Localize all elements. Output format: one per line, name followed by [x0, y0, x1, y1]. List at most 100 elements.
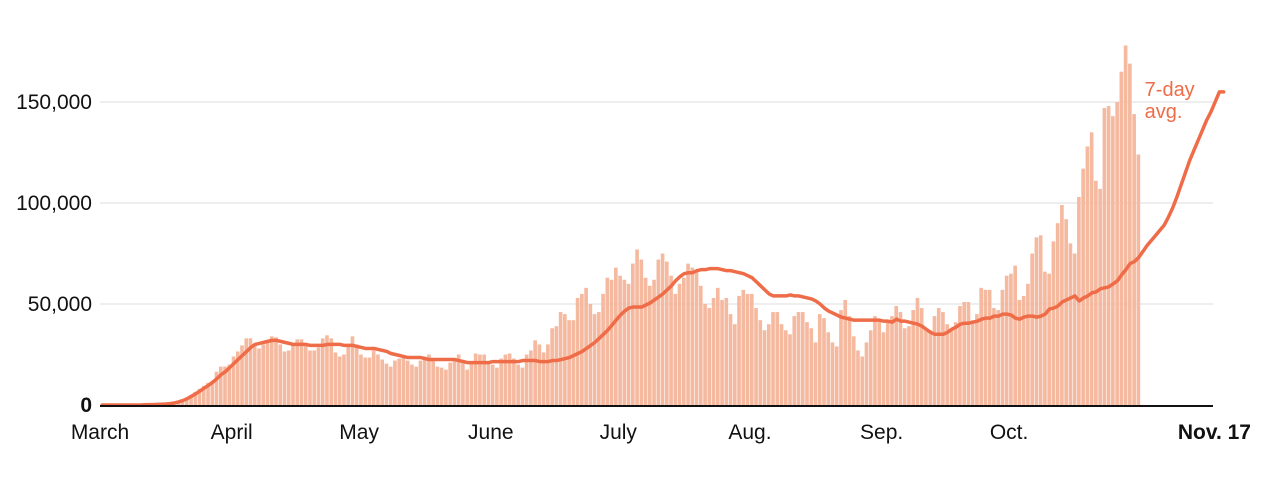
daily-bar — [677, 283, 682, 405]
daily-bar — [898, 312, 903, 405]
y-tick-label: 150,000 — [16, 91, 92, 114]
daily-bar — [745, 293, 750, 405]
daily-bar — [911, 310, 916, 405]
daily-bar — [320, 338, 325, 405]
daily-bar — [388, 366, 393, 405]
daily-bar — [286, 350, 291, 405]
daily-bar — [690, 267, 695, 405]
daily-bar — [414, 366, 419, 405]
daily-bar — [201, 385, 206, 405]
daily-bar — [953, 322, 958, 405]
daily-bar — [1051, 241, 1056, 405]
daily-bar — [1072, 253, 1077, 405]
daily-bar — [448, 362, 452, 405]
daily-bar — [354, 344, 359, 405]
daily-bar — [473, 353, 478, 405]
daily-bar — [715, 287, 720, 405]
daily-bar — [1000, 289, 1005, 405]
daily-bar — [1064, 219, 1068, 405]
daily-bar — [550, 328, 554, 405]
daily-bar — [495, 367, 499, 405]
daily-bar — [189, 394, 193, 405]
daily-bar — [214, 371, 219, 405]
daily-bar — [652, 279, 656, 405]
daily-bar — [541, 352, 546, 405]
daily-bar — [732, 324, 737, 405]
daily-bar — [584, 287, 588, 405]
daily-bar — [962, 301, 967, 405]
daily-bar — [244, 338, 249, 405]
daily-bar — [885, 322, 890, 405]
daily-bar — [367, 357, 372, 405]
daily-bar — [503, 354, 508, 405]
daily-bar — [401, 356, 406, 405]
daily-bar — [877, 320, 882, 405]
daily-bar — [809, 328, 814, 405]
daily-bar — [936, 308, 941, 405]
daily-bar — [1004, 275, 1009, 405]
seven-day-average-line — [100, 90, 1226, 407]
daily-bar — [486, 362, 491, 405]
daily-bar — [843, 299, 848, 405]
daily-bar — [571, 320, 576, 405]
daily-bar — [622, 279, 627, 405]
daily-bar — [907, 326, 911, 405]
daily-bar — [308, 350, 312, 405]
daily-bar — [274, 337, 278, 405]
daily-bar — [873, 316, 877, 405]
daily-bar — [1119, 71, 1124, 405]
daily-bar — [325, 335, 329, 405]
daily-bar — [631, 263, 635, 405]
daily-bar — [333, 352, 338, 405]
daily-bar — [499, 358, 503, 405]
daily-bar — [210, 380, 215, 405]
daily-bar — [945, 324, 950, 405]
daily-bar — [626, 283, 631, 405]
daily-bar — [720, 299, 724, 405]
daily-bar — [1034, 237, 1039, 405]
daily-bar — [359, 354, 363, 405]
daily-bar — [609, 279, 614, 405]
daily-bar — [754, 308, 758, 405]
daily-bar — [975, 314, 979, 405]
daily-bar — [410, 364, 414, 405]
daily-bar — [839, 310, 843, 405]
daily-bar — [1136, 154, 1141, 405]
x-tick-label: March — [71, 421, 129, 444]
daily-bar — [350, 336, 355, 405]
daily-bar — [1081, 168, 1085, 405]
daily-bar — [567, 320, 571, 405]
daily-bar — [1111, 116, 1115, 405]
daily-bar — [813, 342, 818, 405]
x-tick-label: Aug. — [728, 421, 771, 444]
daily-bar — [431, 360, 435, 405]
daily-bar — [1021, 295, 1026, 405]
daily-bar — [405, 360, 410, 405]
daily-bar — [231, 356, 236, 405]
daily-bar — [257, 348, 261, 405]
daily-bar — [1106, 106, 1111, 405]
daily-bar — [465, 369, 469, 405]
daily-bar — [694, 271, 699, 405]
daily-bar — [601, 293, 605, 405]
daily-bar — [452, 360, 457, 405]
daily-bar — [269, 336, 274, 405]
daily-bar — [1098, 188, 1102, 405]
daily-bar — [605, 277, 610, 405]
daily-bar — [1068, 243, 1073, 405]
daily-bar — [397, 358, 402, 405]
daily-bar — [197, 388, 202, 405]
daily-bar — [703, 304, 707, 405]
daily-bar — [643, 277, 648, 405]
daily-bar — [932, 316, 937, 405]
daily-bar — [639, 259, 644, 405]
daily-bar — [860, 356, 865, 405]
daily-bar — [507, 353, 512, 405]
daily-bar — [261, 344, 266, 405]
daily-bar — [792, 316, 797, 405]
daily-bar — [681, 277, 686, 405]
daily-bar — [890, 316, 894, 405]
daily-bar — [180, 400, 185, 405]
daily-bar — [303, 344, 308, 405]
daily-bar — [648, 285, 652, 405]
